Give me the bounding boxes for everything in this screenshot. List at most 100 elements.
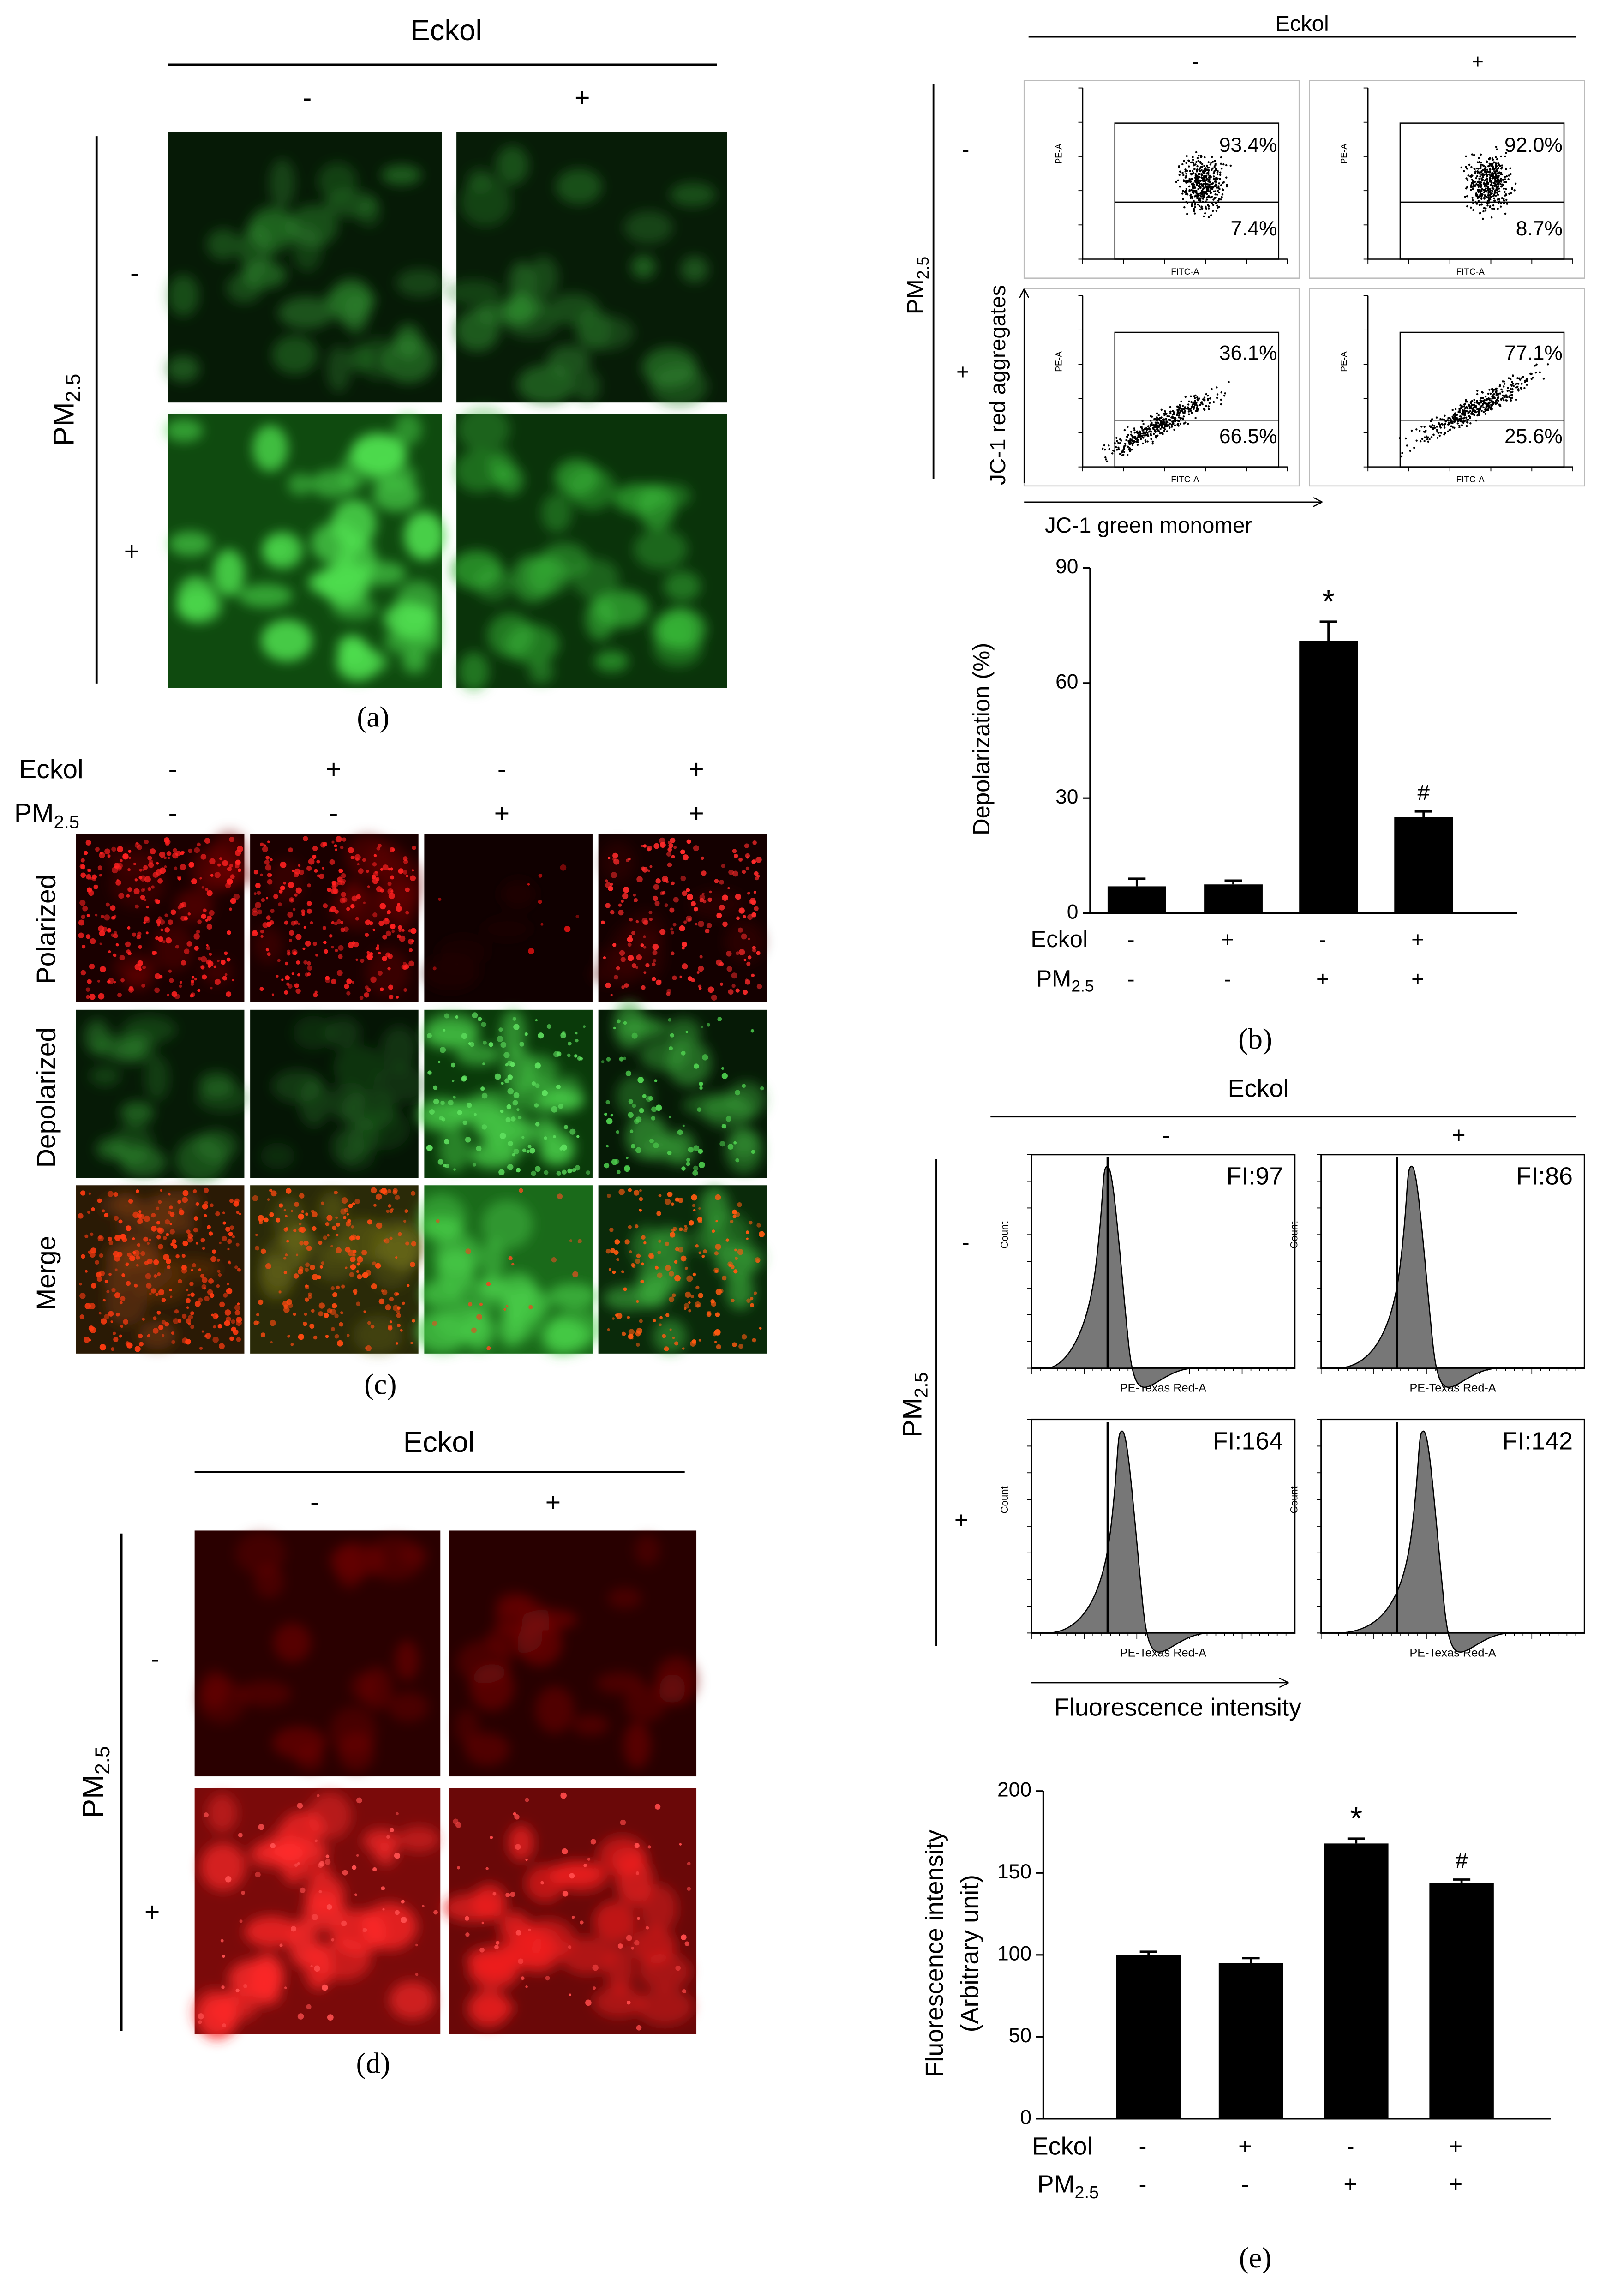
- punctum: [639, 1319, 643, 1323]
- punctum: [693, 1165, 699, 1171]
- event: [1214, 164, 1217, 167]
- punctum: [635, 1871, 640, 1875]
- event: [1191, 172, 1193, 175]
- punctum: [180, 916, 186, 921]
- punctum: [122, 853, 129, 860]
- cell: [421, 1101, 477, 1129]
- event: [1487, 183, 1489, 186]
- event: [1124, 443, 1127, 445]
- punctum: [672, 1337, 675, 1339]
- event: [1490, 175, 1492, 177]
- punctum: [510, 1116, 516, 1122]
- punctum: [111, 1288, 116, 1292]
- punctum: [652, 962, 656, 966]
- punctum: [400, 1917, 407, 1923]
- punctum: [271, 993, 275, 996]
- cell: [653, 630, 702, 667]
- micrograph: [443, 1788, 697, 2034]
- label: PE-Texas Red-A: [1409, 1646, 1496, 1659]
- punctum: [719, 879, 724, 885]
- event: [1465, 410, 1468, 412]
- event: [1115, 437, 1118, 439]
- cell: [226, 273, 262, 304]
- event: [1484, 166, 1486, 168]
- punctum: [321, 1201, 324, 1205]
- punctum: [318, 873, 324, 879]
- punctum: [214, 978, 221, 985]
- cell: [486, 1623, 543, 1655]
- pm-label: PM2.5: [14, 798, 79, 832]
- event: [1146, 440, 1149, 443]
- event: [1104, 456, 1107, 459]
- event: [1480, 163, 1482, 166]
- condition-value: +: [1343, 2171, 1357, 2197]
- event: [1489, 176, 1491, 179]
- punctum: [377, 970, 383, 976]
- punctum: [521, 1136, 525, 1139]
- event: [1150, 423, 1152, 426]
- event: [1470, 206, 1472, 209]
- event: [1489, 191, 1491, 193]
- punctum: [756, 984, 762, 990]
- punctum: [127, 887, 132, 892]
- punctum: [365, 985, 369, 990]
- punctum: [325, 1334, 329, 1338]
- punctum: [288, 939, 292, 942]
- event: [1510, 384, 1513, 386]
- event: [1127, 440, 1130, 442]
- punctum: [260, 930, 264, 934]
- punctum: [636, 1300, 639, 1303]
- punctum: [203, 908, 207, 912]
- label: 77.1%: [1504, 342, 1563, 364]
- bar: [1324, 1843, 1389, 2119]
- event: [1193, 404, 1196, 406]
- punctum: [607, 1328, 610, 1331]
- punctum: [701, 1025, 703, 1028]
- punctum: [84, 1270, 88, 1273]
- punctum: [239, 1919, 243, 1923]
- cell: [631, 255, 656, 279]
- cell: [560, 1937, 615, 1975]
- punctum: [641, 1262, 644, 1266]
- event: [1200, 195, 1202, 198]
- punctum: [377, 944, 379, 947]
- pm-main: PM: [48, 402, 80, 446]
- punctum: [397, 925, 402, 930]
- event: [1462, 411, 1464, 413]
- punctum: [711, 1301, 717, 1307]
- event: [1206, 172, 1208, 174]
- punctum: [643, 920, 649, 925]
- cell: [198, 1678, 246, 1724]
- punctum: [229, 1225, 234, 1230]
- punctum: [481, 1022, 486, 1027]
- event: [1518, 377, 1520, 379]
- event: [1169, 422, 1171, 425]
- punctum: [113, 933, 118, 939]
- punctum: [579, 1056, 583, 1061]
- punctum: [99, 1270, 105, 1277]
- cell: [535, 1686, 575, 1733]
- condition-value: +: [1411, 967, 1424, 991]
- punctum: [671, 855, 675, 859]
- punctum: [540, 923, 544, 926]
- punctum: [538, 900, 542, 904]
- punctum: [96, 1276, 102, 1282]
- punctum: [660, 891, 665, 895]
- punctum: [267, 840, 270, 843]
- condition-value: +: [1449, 2171, 1463, 2197]
- event: [1497, 177, 1499, 180]
- punctum: [605, 903, 611, 908]
- punctum: [387, 888, 394, 894]
- cell: [335, 1543, 365, 1589]
- punctum: [629, 1129, 634, 1133]
- event: [1203, 399, 1205, 402]
- punctum: [702, 900, 707, 904]
- event: [1220, 156, 1222, 159]
- punctum: [115, 943, 119, 947]
- punctum: [114, 1235, 121, 1241]
- punctum: [310, 1965, 313, 1967]
- punctum: [227, 1282, 229, 1285]
- event: [1475, 183, 1478, 186]
- punctum: [213, 1325, 216, 1329]
- punctum: [680, 1255, 687, 1262]
